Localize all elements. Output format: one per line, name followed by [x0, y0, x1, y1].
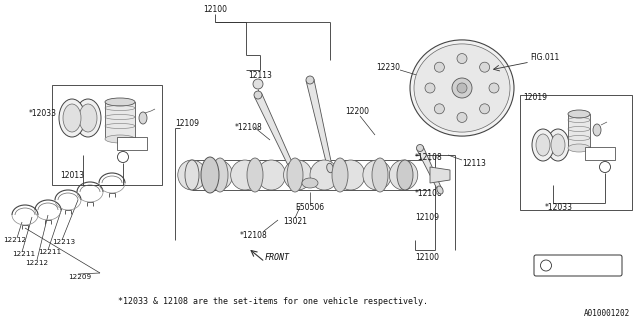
Text: 12200: 12200	[345, 108, 369, 116]
Text: NS: NS	[595, 149, 605, 158]
Polygon shape	[430, 167, 450, 183]
Text: *12108: *12108	[415, 188, 443, 197]
Text: *12033 & 12108 are the set-items for one vehicle respectively.: *12033 & 12108 are the set-items for one…	[118, 297, 428, 306]
Circle shape	[457, 53, 467, 64]
Ellipse shape	[178, 160, 206, 190]
Circle shape	[435, 62, 444, 72]
Ellipse shape	[105, 135, 135, 143]
Ellipse shape	[59, 99, 85, 137]
Polygon shape	[306, 79, 332, 169]
Text: *12108: *12108	[235, 123, 263, 132]
Circle shape	[253, 79, 263, 89]
Circle shape	[479, 62, 490, 72]
Ellipse shape	[310, 160, 339, 190]
Ellipse shape	[204, 160, 233, 190]
Ellipse shape	[547, 129, 569, 161]
Circle shape	[254, 91, 262, 99]
Ellipse shape	[593, 124, 601, 136]
Polygon shape	[568, 114, 590, 148]
Ellipse shape	[79, 104, 97, 132]
Text: 12212: 12212	[25, 260, 48, 266]
FancyBboxPatch shape	[117, 137, 147, 150]
Polygon shape	[254, 93, 294, 169]
Ellipse shape	[532, 129, 554, 161]
Text: 12230: 12230	[376, 63, 400, 73]
Ellipse shape	[337, 160, 365, 190]
Ellipse shape	[410, 40, 514, 136]
Text: FIG.011: FIG.011	[530, 53, 559, 62]
Ellipse shape	[302, 178, 318, 188]
Ellipse shape	[63, 104, 81, 132]
Text: 12100: 12100	[415, 253, 439, 262]
Ellipse shape	[105, 98, 135, 106]
Ellipse shape	[372, 158, 388, 192]
Circle shape	[600, 162, 611, 172]
Text: 12211: 12211	[12, 251, 35, 257]
Ellipse shape	[230, 160, 259, 190]
Circle shape	[452, 78, 472, 98]
Ellipse shape	[201, 157, 219, 193]
Text: 12113: 12113	[248, 70, 272, 79]
Text: *12108: *12108	[415, 153, 443, 162]
Ellipse shape	[568, 144, 590, 152]
Circle shape	[306, 76, 314, 84]
Text: E50506: E50506	[296, 204, 324, 212]
Text: 12100: 12100	[203, 5, 227, 14]
Ellipse shape	[326, 163, 333, 173]
Text: 12113: 12113	[462, 158, 486, 167]
Text: NS: NS	[127, 139, 136, 148]
Circle shape	[457, 83, 467, 93]
Text: 13021: 13021	[283, 218, 307, 227]
Circle shape	[457, 112, 467, 123]
Text: 12211: 12211	[38, 249, 61, 255]
Circle shape	[417, 145, 424, 151]
Ellipse shape	[536, 134, 550, 156]
Text: *12108: *12108	[240, 230, 268, 239]
Ellipse shape	[139, 112, 147, 124]
Text: 12019: 12019	[523, 93, 547, 102]
Ellipse shape	[247, 158, 263, 192]
Text: 12109: 12109	[175, 118, 199, 127]
Ellipse shape	[284, 160, 312, 190]
Text: F32206: F32206	[570, 261, 600, 270]
Ellipse shape	[332, 158, 348, 192]
Ellipse shape	[568, 110, 590, 118]
Ellipse shape	[414, 44, 510, 132]
Circle shape	[425, 83, 435, 93]
Text: 12212: 12212	[3, 237, 26, 243]
Circle shape	[435, 104, 444, 114]
Ellipse shape	[257, 160, 285, 190]
Text: FRONT: FRONT	[265, 253, 290, 262]
Ellipse shape	[185, 160, 199, 190]
Ellipse shape	[437, 186, 443, 194]
Ellipse shape	[363, 160, 391, 190]
Text: A010001202: A010001202	[584, 309, 630, 318]
Circle shape	[118, 151, 129, 163]
Text: 1: 1	[603, 164, 607, 170]
Circle shape	[479, 104, 490, 114]
Ellipse shape	[551, 134, 565, 156]
Text: *12033: *12033	[545, 204, 573, 212]
Ellipse shape	[212, 158, 228, 192]
Polygon shape	[417, 147, 442, 191]
Ellipse shape	[397, 160, 413, 190]
Ellipse shape	[287, 158, 303, 192]
Text: 12209: 12209	[68, 274, 91, 280]
Ellipse shape	[289, 164, 296, 172]
Ellipse shape	[389, 160, 418, 190]
Circle shape	[489, 83, 499, 93]
Text: 12109: 12109	[415, 213, 439, 222]
Text: 1: 1	[121, 154, 125, 160]
Circle shape	[541, 260, 552, 271]
Text: 12013: 12013	[60, 171, 84, 180]
Text: 1: 1	[544, 262, 548, 268]
Ellipse shape	[75, 99, 101, 137]
Text: *12033: *12033	[29, 108, 57, 117]
FancyBboxPatch shape	[585, 147, 615, 160]
Polygon shape	[105, 102, 135, 139]
Text: 12213: 12213	[52, 239, 75, 245]
FancyBboxPatch shape	[534, 255, 622, 276]
